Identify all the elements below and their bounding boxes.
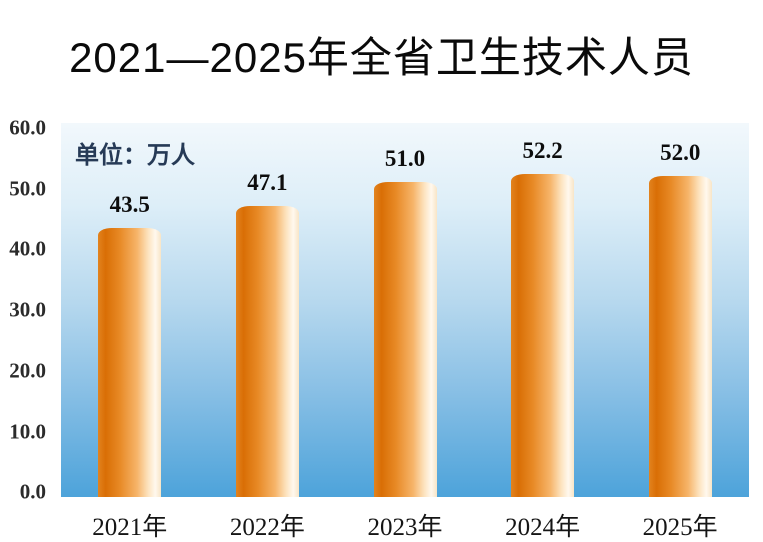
bar-value-label: 47.1 <box>247 169 288 195</box>
bar-value-label: 43.5 <box>109 192 150 218</box>
y-tick-label: 40.0 <box>9 236 46 261</box>
y-tick-label: 20.0 <box>9 358 46 383</box>
y-tick-label: 10.0 <box>9 419 46 443</box>
y-tick-label: 50.0 <box>9 176 46 201</box>
x-tick-label: 2025年 <box>642 514 718 541</box>
bar-value-label: 51.0 <box>384 145 426 171</box>
bar-value-label: 52.0 <box>660 139 701 165</box>
x-tick-label: 2024年 <box>505 514 581 541</box>
x-axis: 2021年 2022年 2023年 2024年 2025年 <box>61 497 749 542</box>
chart-title: 2021—2025年全省卫生技术人员 <box>69 34 694 81</box>
plot-area: 单位：万人 43.5 47.1 51.0 52.2 52.0 <box>61 123 749 497</box>
x-tick-label: 2021年 <box>92 514 168 541</box>
bar <box>373 181 437 497</box>
x-tick-label: 2023年 <box>367 514 443 541</box>
y-tick-label: 30.0 <box>9 297 46 322</box>
x-tick-label: 2022年 <box>229 514 305 541</box>
unit-label: 单位：万人 <box>75 142 195 169</box>
bar <box>648 175 712 497</box>
y-tick-label: 0.0 <box>19 479 46 504</box>
bar <box>235 205 299 497</box>
y-axis: 60.0 50.0 40.0 30.0 20.0 10.0 0.0 <box>0 116 50 504</box>
y-tick-label: 60.0 <box>9 115 46 140</box>
bar <box>98 228 162 497</box>
bar-value-label: 52.2 <box>522 138 563 164</box>
bar <box>511 174 575 497</box>
